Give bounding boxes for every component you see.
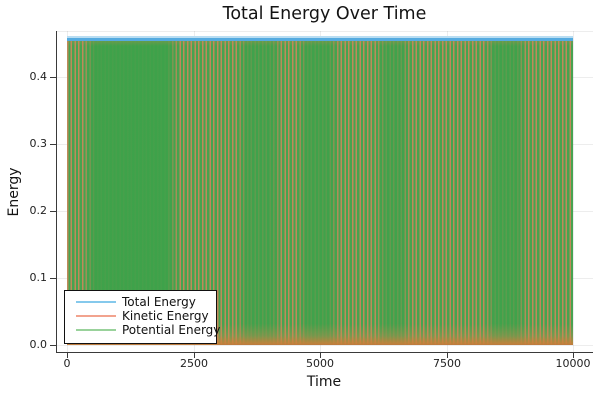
x-tick-label: 5000 — [306, 357, 334, 370]
x-tick — [194, 353, 196, 358]
x-tick — [573, 353, 575, 358]
total-energy-line — [67, 38, 573, 41]
y-tick-label: 0.1 — [29, 271, 48, 284]
axes-top-border — [56, 31, 593, 32]
legend: Total Energy Kinetic Energy Potential En… — [64, 290, 220, 344]
y-tick-label: 0.0 — [29, 338, 48, 351]
legend-item-total-energy: Total Energy — [65, 295, 216, 309]
y-tick — [50, 144, 56, 146]
x-tick-label: 2500 — [180, 357, 208, 370]
legend-label: Total Energy — [122, 295, 196, 309]
y-tick — [50, 77, 56, 79]
y-axis-spine — [56, 31, 58, 352]
x-tick-label: 7500 — [433, 357, 461, 370]
y-tick — [50, 278, 56, 280]
y-axis-label: Energy — [6, 167, 22, 217]
x-tick — [447, 353, 449, 358]
y-tick — [50, 345, 56, 347]
x-tick-label: 10000 — [555, 357, 591, 370]
y-tick-label: 0.2 — [29, 204, 48, 217]
y-tick-label: 0.4 — [29, 70, 48, 83]
gridline-x-10000 — [573, 31, 574, 352]
x-tick — [320, 353, 322, 358]
x-tick — [67, 353, 69, 358]
y-tick — [50, 211, 56, 213]
total-energy-line-halo — [67, 36, 573, 38]
x-tick-label: 0 — [63, 357, 71, 370]
gridline-y-0.0 — [56, 345, 593, 346]
legend-label: Potential Energy — [122, 323, 221, 337]
x-axis-label: Time — [306, 374, 342, 390]
y-tick-label: 0.3 — [29, 137, 48, 150]
chart-title: Total Energy Over Time — [222, 4, 427, 24]
kinetic-energy-line-swatch — [76, 314, 116, 318]
x-axis-spine — [56, 352, 594, 354]
potential-energy-line-swatch — [76, 328, 116, 332]
total-energy-line-swatch — [76, 300, 116, 304]
legend-item-potential-energy: Potential Energy — [65, 323, 220, 337]
legend-item-kinetic-energy: Kinetic Energy — [65, 309, 216, 323]
legend-label: Kinetic Energy — [122, 309, 209, 323]
